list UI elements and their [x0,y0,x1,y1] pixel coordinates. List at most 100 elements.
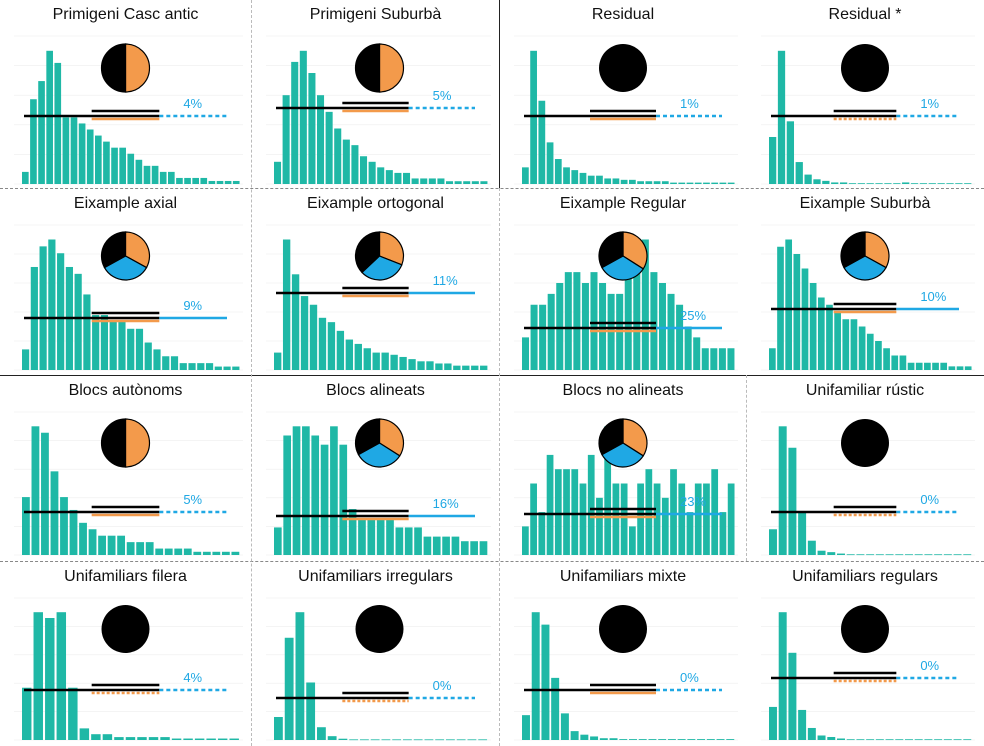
percent-label: 4% [183,670,202,685]
histogram-bar [856,554,865,556]
histogram-bar [392,739,402,741]
histogram-bar [292,426,301,555]
histogram-bar [827,552,836,555]
chart-panel: Unifamiliars mixte 0% [500,562,746,745]
histogram-bar [214,366,222,370]
histogram-bar [216,180,224,184]
histogram-bar [144,342,152,370]
histogram-bar [318,317,327,370]
histogram-bar [435,363,443,370]
histogram-bar [839,182,848,184]
histogram-bar [360,156,368,184]
chart-panel: Eixample Suburbà 10% [747,189,983,375]
chart-svg: 11% [266,224,491,371]
histogram-bar [88,529,97,555]
histogram-bar [30,99,37,184]
histogram-bar [217,738,228,740]
histogram-bar [159,171,167,184]
percent-label: 0% [680,670,699,685]
histogram-bar [22,171,29,184]
histogram-bar [68,687,78,740]
chart-svg: 5% [266,35,491,185]
chart-panel: Eixample ortogonal 11% [252,189,499,375]
histogram-bar [309,304,318,370]
chart-svg: 1% [761,35,975,185]
histogram-bar [22,687,32,740]
histogram-bar [648,739,657,740]
histogram-bar [827,736,836,740]
histogram-bar [541,624,550,740]
histogram-bar [460,541,469,555]
histogram-bar [703,182,710,184]
histogram-bar [212,551,221,555]
histogram-bar [716,739,725,740]
row-divider [0,188,984,189]
chart-svg: 0% [761,597,975,741]
pie-slice [841,44,889,92]
histogram-bar [963,739,972,741]
histogram-bar [399,356,407,370]
histogram-bar [103,141,110,184]
histogram-bar [404,527,413,555]
histogram-bar [826,304,833,370]
histogram-bar [194,738,205,740]
histogram-bar [661,181,669,184]
histogram-bar [943,554,952,556]
histogram-bar [703,483,710,555]
histogram-bar [208,180,216,184]
histogram-bar [125,737,136,740]
chart-title: Blocs no alineats [562,382,684,399]
histogram-bar [197,363,205,370]
histogram-bar [895,554,904,556]
histogram-bar [282,95,290,184]
histogram-bar [95,135,102,184]
chart-svg: 16% [266,411,491,556]
histogram-bar [641,239,649,370]
histogram-bar [850,319,858,370]
histogram-bar [677,739,686,740]
histogram-bar [694,483,702,555]
chart-title: Primigeni Casc antic [52,6,199,23]
column-divider [746,375,747,561]
chart-svg: 10% [761,224,975,371]
histogram-bar [546,454,554,555]
histogram-bar [221,551,230,555]
chart-panel: Primigeni Casc antic 4% [0,0,251,188]
histogram-bar [223,366,231,370]
histogram-bar [719,182,727,184]
histogram-bar [686,182,694,184]
histogram-bar [777,50,786,184]
histogram-bar [184,177,191,184]
histogram-bar [176,177,183,184]
histogram-bar [875,341,882,370]
histogram-bar [480,365,488,370]
histogram-bar [629,179,636,184]
histogram-bar [102,734,113,740]
histogram-bar [70,117,78,184]
histogram-bar [914,739,923,741]
histogram-bar [423,536,432,555]
chart-title: Eixample axial [73,195,178,212]
chart-panel: Blocs alineats 16% [252,376,499,561]
histogram-bar [571,469,579,555]
histogram-bar [148,737,159,740]
chart-title: Unifamiliar rústic [805,382,925,399]
histogram-bar [205,363,214,370]
histogram-bar [726,739,735,740]
histogram-bar [463,181,471,184]
histogram-bar [893,183,901,185]
histogram-bar [932,362,939,370]
histogram-bar [403,739,412,741]
histogram-bar [846,554,855,556]
histogram-bar [727,348,735,370]
histogram-bar [687,739,696,740]
histogram-bar [809,283,817,370]
chart-svg: 0% [266,597,491,741]
pie-slice [378,231,405,266]
histogram-bar [336,330,345,370]
histogram-bar [206,738,216,740]
histogram-bar [377,167,385,184]
histogram-bar [684,326,692,370]
histogram-bar [661,497,669,555]
histogram-bar [274,527,282,555]
